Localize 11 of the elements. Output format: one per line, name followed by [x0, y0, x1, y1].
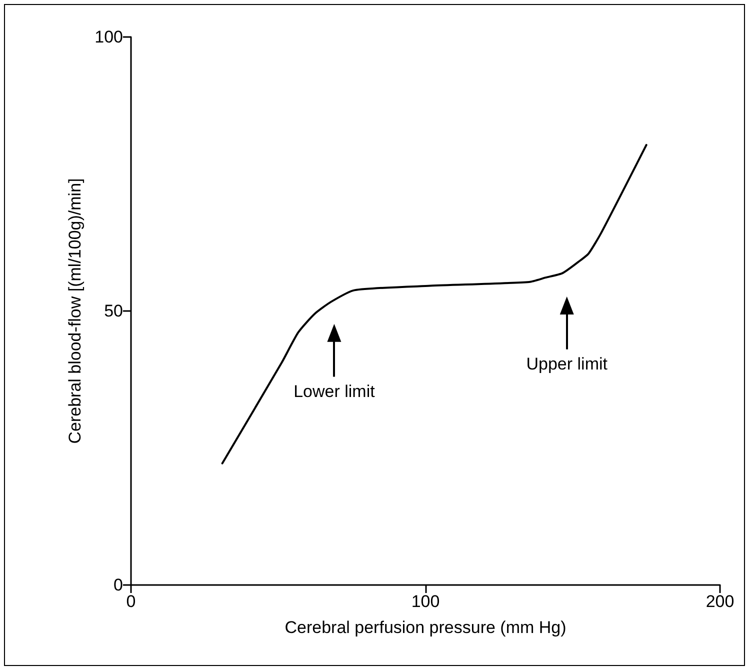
x-tick-label: 0: [126, 592, 136, 611]
y-axis-title: Cerebral blood-flow [(ml/100g)/min]: [66, 178, 85, 444]
y-tick-label: 50: [104, 302, 123, 320]
annotation: Lower limit: [294, 382, 376, 401]
annotation: Upper limit: [526, 354, 608, 374]
x-axis-title: Cerebral perfusion pressure (mm Hg): [284, 618, 566, 637]
x-tick-label: 200: [706, 592, 734, 611]
y-tick-label: 100: [94, 28, 123, 46]
line-series: [221, 144, 648, 464]
x-tick-label: 100: [411, 592, 440, 611]
y-tick-label: 0: [114, 576, 123, 594]
